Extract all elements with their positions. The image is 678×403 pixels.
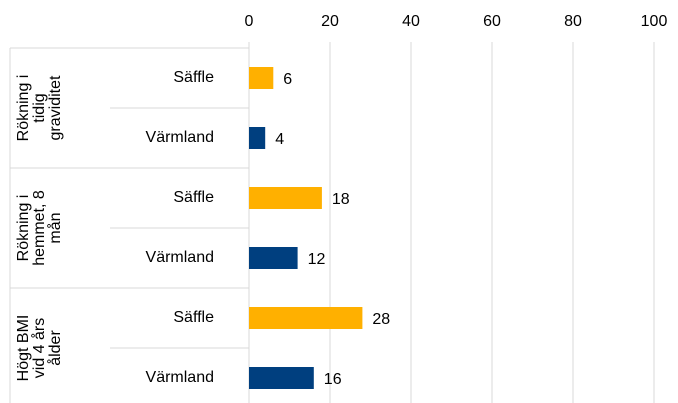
group-label: Rökning itidiggraviditet <box>15 75 64 142</box>
group-label-line: vid 4 års <box>30 318 48 378</box>
group-label-line: mån <box>46 212 64 243</box>
bar <box>249 187 322 209</box>
value-label: 6 <box>283 71 292 88</box>
x-tick-label: 40 <box>402 13 420 30</box>
x-tick-label: 20 <box>321 13 339 30</box>
group-label-line: hemmet, 8 <box>31 190 48 266</box>
group-label: Högt BMIvid 4 årsålder <box>15 315 64 382</box>
row-label: Värmland <box>146 249 214 266</box>
value-label: 4 <box>275 131 284 148</box>
value-label: 16 <box>324 371 342 388</box>
value-label: 18 <box>332 191 350 208</box>
value-label: 12 <box>308 251 326 268</box>
bar <box>249 127 266 149</box>
group-label: Rökning ihemmet, 8mån <box>15 190 64 266</box>
row-label: Värmland <box>146 129 214 146</box>
value-label: 28 <box>372 311 390 328</box>
bar <box>249 367 314 389</box>
x-tick-label: 80 <box>564 13 582 30</box>
x-tick-label: 100 <box>641 13 668 30</box>
row-label: Värmland <box>146 369 214 386</box>
group-label-line: Rökning i <box>15 75 32 142</box>
group-label-line: tidig <box>31 93 48 122</box>
row-label: Säffle <box>173 309 214 326</box>
bar <box>249 67 274 89</box>
x-tick-label: 60 <box>483 13 501 30</box>
row-label: Säffle <box>173 189 214 206</box>
bar <box>249 307 363 329</box>
row-label: Säffle <box>173 69 214 86</box>
x-tick-label: 0 <box>245 13 254 30</box>
group-label-line: Rökning i <box>15 195 32 262</box>
bar <box>249 247 298 269</box>
group-label-line: graviditet <box>47 75 64 140</box>
group-label-line: Högt BMI <box>15 315 32 382</box>
group-label-line: ålder <box>46 330 64 366</box>
